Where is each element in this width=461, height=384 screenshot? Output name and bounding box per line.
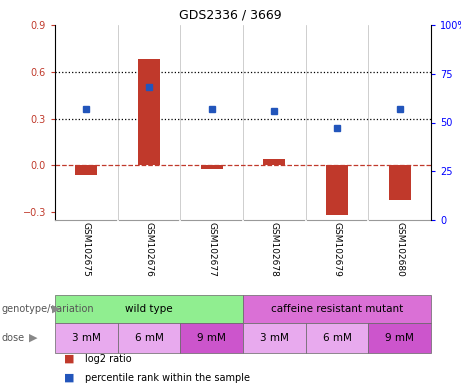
Text: ▶: ▶ bbox=[29, 333, 37, 343]
Text: GSM102675: GSM102675 bbox=[82, 222, 91, 277]
Bar bbox=[389, 166, 411, 200]
Text: GSM102680: GSM102680 bbox=[395, 222, 404, 277]
Bar bbox=[201, 166, 223, 169]
Bar bbox=[326, 166, 348, 215]
Text: caffeine resistant mutant: caffeine resistant mutant bbox=[271, 304, 403, 314]
Text: percentile rank within the sample: percentile rank within the sample bbox=[85, 373, 250, 383]
Bar bbox=[368, 323, 431, 353]
Text: 6 mM: 6 mM bbox=[323, 333, 351, 343]
Text: genotype/variation: genotype/variation bbox=[1, 304, 94, 314]
Text: GSM102678: GSM102678 bbox=[270, 222, 279, 277]
Text: 3 mM: 3 mM bbox=[72, 333, 101, 343]
Text: 6 mM: 6 mM bbox=[135, 333, 164, 343]
Text: GSM102677: GSM102677 bbox=[207, 222, 216, 277]
Bar bbox=[118, 323, 180, 353]
Bar bbox=[306, 323, 368, 353]
Text: 9 mM: 9 mM bbox=[385, 333, 414, 343]
Bar bbox=[263, 159, 285, 166]
Bar bbox=[55, 323, 118, 353]
Text: GSM102676: GSM102676 bbox=[144, 222, 154, 277]
Text: log2 ratio: log2 ratio bbox=[85, 354, 131, 364]
Bar bbox=[138, 59, 160, 166]
Text: ■: ■ bbox=[64, 373, 75, 383]
Bar bbox=[243, 323, 306, 353]
Bar bbox=[243, 295, 431, 323]
Text: ▶: ▶ bbox=[52, 304, 60, 314]
Text: dose: dose bbox=[1, 333, 24, 343]
Text: ■: ■ bbox=[64, 354, 75, 364]
Text: 3 mM: 3 mM bbox=[260, 333, 289, 343]
Text: GDS2336 / 3669: GDS2336 / 3669 bbox=[179, 8, 282, 21]
Bar bbox=[75, 166, 97, 175]
Bar bbox=[55, 295, 243, 323]
Text: 9 mM: 9 mM bbox=[197, 333, 226, 343]
Text: wild type: wild type bbox=[125, 304, 173, 314]
Bar bbox=[180, 323, 243, 353]
Text: GSM102679: GSM102679 bbox=[332, 222, 342, 277]
